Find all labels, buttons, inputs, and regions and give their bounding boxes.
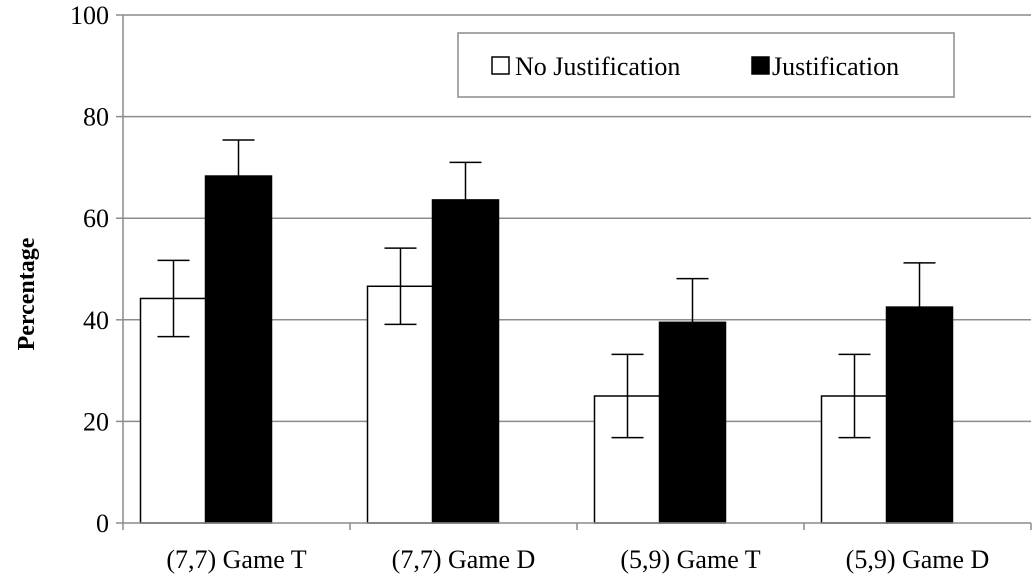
legend-box [457,32,955,98]
axes: 0 20 40 60 80 100 (7,7) Game T (7,7) Game D (5,9… [70,1,1032,574]
y-tick-label: 20 [83,407,109,436]
legend-label-no-justification: No Justification [515,52,680,81]
bar-justification [204,175,273,524]
bars [139,175,954,524]
legend-swatch-no-justification [491,56,510,75]
x-tick-label: (7,7) Game T [166,545,306,574]
y-tick-label: 40 [83,306,109,335]
y-axis-label: Percentage [14,237,40,350]
legend-label-justification: Justification [772,52,899,81]
y-tick-label: 100 [70,1,109,30]
x-tick-label: (7,7) Game D [392,545,536,574]
y-tick-label: 80 [83,103,109,132]
legend-swatch-justification [751,56,770,75]
y-tick-label: 0 [96,509,109,538]
bar-justification [431,199,500,524]
legend: No Justification Justification [457,32,955,98]
x-tick-label: (5,9) Game D [846,545,990,574]
error-bars [157,139,936,439]
x-tick-label: (5,9) Game T [620,545,760,574]
y-tick-label: 60 [83,204,109,233]
